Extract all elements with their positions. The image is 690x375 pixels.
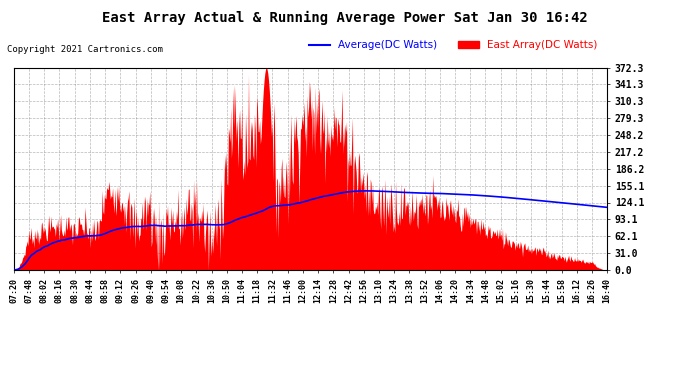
Legend: Average(DC Watts), East Array(DC Watts): Average(DC Watts), East Array(DC Watts) [305, 36, 602, 55]
Text: Copyright 2021 Cartronics.com: Copyright 2021 Cartronics.com [7, 45, 163, 54]
Text: East Array Actual & Running Average Power Sat Jan 30 16:42: East Array Actual & Running Average Powe… [102, 11, 588, 26]
